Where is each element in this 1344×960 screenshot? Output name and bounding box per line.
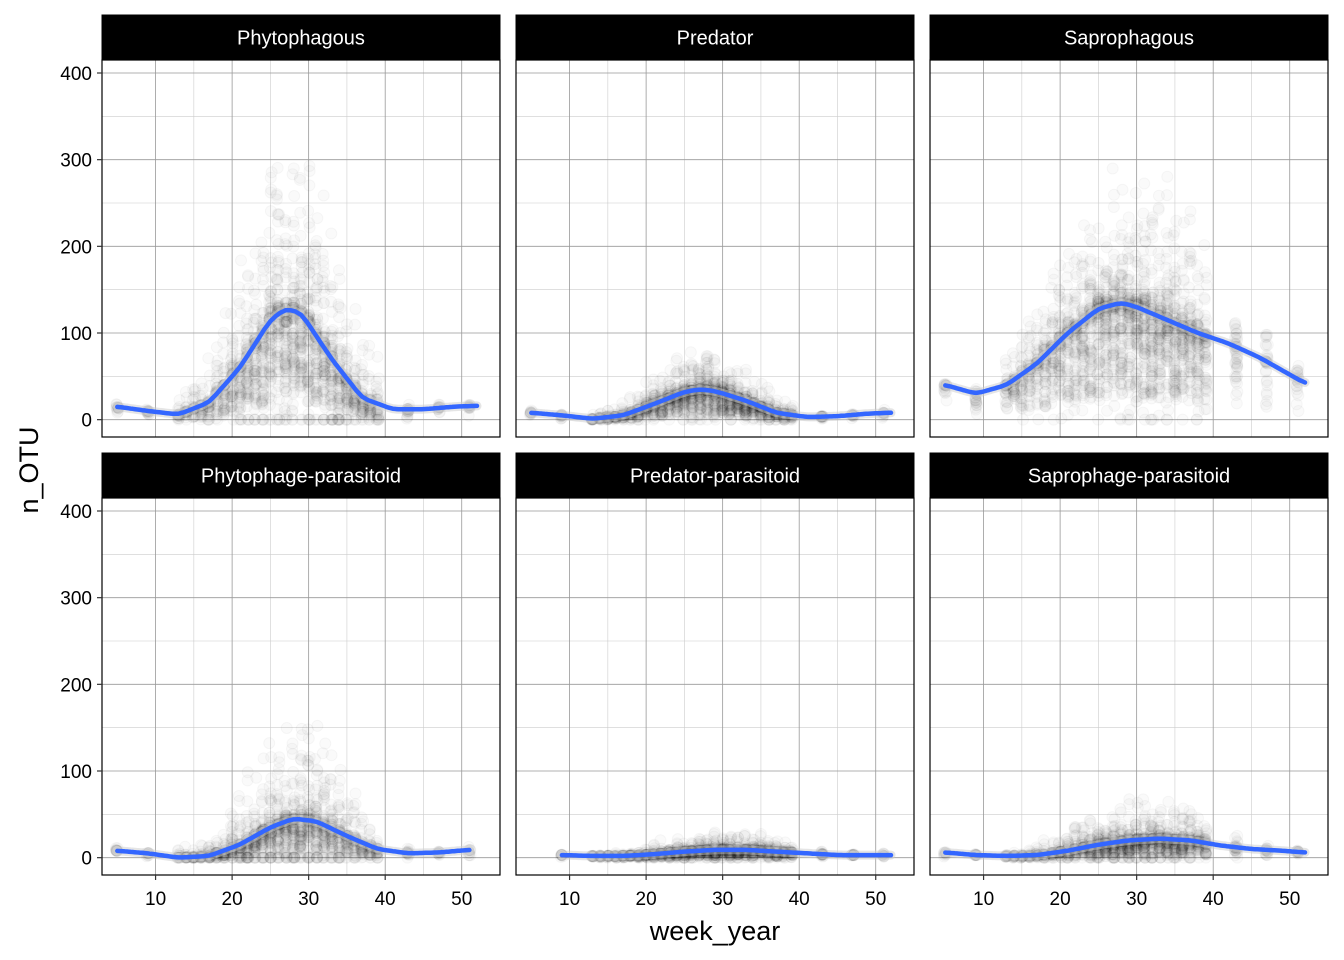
data-point — [1153, 204, 1164, 215]
data-point — [295, 230, 306, 241]
data-point — [350, 304, 361, 315]
facet-strip — [515, 14, 915, 61]
y-tick-label: 400 — [60, 64, 92, 85]
smooth-line — [529, 387, 894, 421]
data-point — [303, 205, 314, 216]
data-point — [1261, 340, 1272, 351]
data-point — [317, 248, 328, 259]
data-point — [941, 395, 952, 406]
data-point — [289, 191, 300, 202]
data-point — [1123, 409, 1134, 420]
data-point — [1201, 375, 1212, 386]
data-point — [1232, 359, 1243, 370]
data-point — [1084, 234, 1095, 245]
panel-background — [516, 60, 914, 437]
data-point — [1168, 230, 1179, 241]
data-point — [1107, 163, 1118, 174]
data-point — [685, 347, 696, 358]
facet-panel: Predator — [515, 14, 915, 438]
data-point — [1162, 414, 1173, 425]
data-point — [1093, 223, 1104, 234]
y-tick-label: 0 — [81, 411, 92, 432]
data-point — [1291, 399, 1302, 410]
facet-strip-label: Phytophagous — [237, 28, 365, 50]
data-point — [326, 228, 337, 239]
smooth-line — [115, 307, 480, 417]
data-point — [1117, 184, 1128, 195]
panel-background — [102, 60, 500, 437]
facet-strip — [101, 14, 501, 61]
data-point — [401, 413, 412, 424]
data-point — [333, 301, 344, 312]
data-point — [1199, 240, 1210, 251]
facet-strip — [929, 14, 1329, 61]
facet-panel: Saprophagous — [929, 14, 1329, 438]
data-point — [272, 162, 283, 173]
data-point — [250, 288, 261, 299]
data-point — [1048, 274, 1059, 285]
data-point — [1018, 414, 1029, 425]
data-point — [1229, 319, 1240, 330]
data-point — [1130, 188, 1141, 199]
data-point — [1199, 292, 1210, 303]
data-point — [334, 273, 345, 284]
data-point — [1177, 414, 1188, 425]
data-point — [288, 241, 299, 252]
panel-background — [930, 60, 1328, 437]
data-point — [1147, 217, 1158, 228]
data-point — [708, 354, 719, 365]
data-point — [1231, 390, 1242, 401]
panel-background — [102, 498, 500, 875]
data-point — [304, 180, 315, 191]
data-point — [1139, 178, 1150, 189]
y-tick-label: 100 — [60, 324, 92, 345]
data-point — [288, 163, 299, 174]
data-point — [318, 190, 329, 201]
data-point — [342, 343, 353, 354]
data-point — [304, 160, 315, 171]
data-point — [304, 222, 315, 233]
y-tick-label: 200 — [60, 237, 92, 258]
data-point — [1108, 201, 1119, 212]
data-point — [1261, 389, 1272, 400]
data-point — [371, 376, 382, 387]
data-point — [251, 772, 262, 783]
data-point — [1033, 414, 1044, 425]
data-point — [1077, 405, 1088, 416]
y-tick-label: 300 — [60, 151, 92, 172]
data-point — [1109, 400, 1120, 411]
data-point — [311, 235, 322, 246]
data-point — [325, 284, 336, 295]
data-point — [1200, 385, 1211, 396]
data-point — [372, 351, 383, 362]
data-point — [1123, 212, 1134, 223]
data-point — [349, 319, 360, 330]
data-point — [1162, 171, 1173, 182]
data-point — [1201, 272, 1212, 283]
data-point — [294, 174, 305, 185]
data-point — [1161, 190, 1172, 201]
facet-strip-label: Saprophagous — [1064, 28, 1194, 50]
facet-panel: Phytophagous 0 100 200 300 400 — [60, 14, 501, 438]
data-point — [1145, 229, 1156, 240]
data-point — [1201, 404, 1212, 415]
data-point — [236, 255, 247, 266]
data-point — [1093, 414, 1104, 425]
facet-strip-label: Predator — [677, 28, 754, 50]
data-point — [319, 267, 330, 278]
data-point — [762, 382, 773, 393]
data-point — [312, 213, 323, 224]
data-point — [1140, 254, 1151, 265]
data-point — [1185, 206, 1196, 217]
data-point — [1231, 328, 1242, 339]
data-point — [256, 237, 267, 248]
smooth-line — [943, 301, 1308, 396]
data-point — [271, 190, 282, 201]
